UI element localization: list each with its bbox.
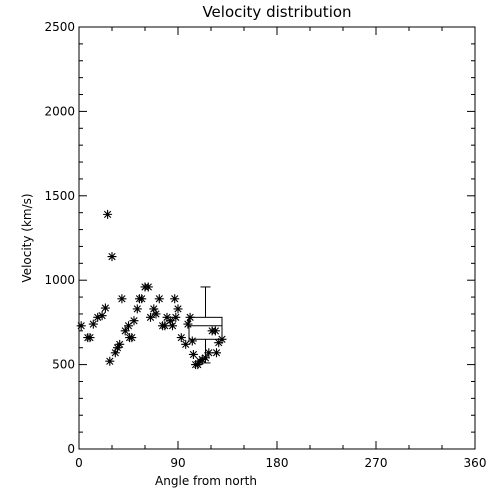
- data-point: [160, 321, 170, 331]
- data-point: [185, 312, 195, 322]
- data-point: [212, 348, 221, 358]
- data-point: [201, 353, 210, 363]
- boxplot: [188, 286, 223, 364]
- y-tick-label: 1000: [44, 273, 75, 287]
- x-tick-label: 0: [75, 456, 83, 470]
- data-point: [132, 304, 142, 314]
- data-point: [76, 321, 86, 331]
- data-point: [97, 311, 107, 321]
- data-point: [168, 321, 177, 331]
- data-point: [188, 349, 198, 359]
- plot-frame: [78, 26, 476, 450]
- data-point: [187, 336, 197, 346]
- data-point: [93, 312, 103, 322]
- x-axis: 0 90 180 270 360: [75, 27, 486, 470]
- data-point: [103, 209, 113, 219]
- data-point: [151, 309, 161, 319]
- y-tick-label: 0: [67, 442, 75, 456]
- data-point: [105, 356, 115, 366]
- data-point: [107, 252, 117, 262]
- y-axis: 0 500 1000 1500 2000 2500: [44, 20, 475, 456]
- data-point: [170, 294, 180, 304]
- data-point: [137, 294, 147, 304]
- data-point: [146, 312, 155, 322]
- data-point: [183, 319, 193, 329]
- data-point: [217, 334, 227, 344]
- data-point: [115, 339, 125, 349]
- data-point: [176, 333, 186, 343]
- data-point: [113, 343, 122, 353]
- x-tick-label: 180: [266, 456, 289, 470]
- data-point: [214, 338, 224, 348]
- data-point: [143, 282, 153, 292]
- data-point: [129, 316, 139, 326]
- data-point: [120, 326, 130, 336]
- data-point: [204, 348, 214, 358]
- x-tick-label: 360: [464, 456, 487, 470]
- data-point: [88, 319, 98, 329]
- chart-title: Velocity distribution: [202, 3, 351, 21]
- y-axis-title: Velocity (km/s): [20, 193, 34, 282]
- boxplot-box: [188, 316, 223, 340]
- data-point: [100, 303, 110, 313]
- data-point: [85, 333, 95, 343]
- data-point: [110, 348, 120, 358]
- x-tick-label: 270: [365, 456, 388, 470]
- data-point: [173, 304, 183, 314]
- x-axis-title: Angle from north: [155, 474, 257, 488]
- data-point: [210, 326, 220, 336]
- y-tick-label: 2500: [44, 20, 75, 34]
- data-points: [76, 209, 227, 370]
- data-point: [124, 321, 133, 331]
- y-tick-label: 2000: [44, 104, 75, 118]
- data-point: [181, 339, 191, 349]
- data-point: [171, 312, 181, 322]
- data-point: [154, 294, 164, 304]
- data-point: [127, 333, 137, 343]
- data-point: [117, 294, 127, 304]
- data-point: [165, 316, 175, 326]
- y-tick-label: 1500: [44, 189, 75, 203]
- data-point: [162, 312, 172, 322]
- x-tick-label: 90: [170, 456, 185, 470]
- data-point: [197, 355, 207, 365]
- y-tick-label: 500: [52, 358, 75, 372]
- data-point: [193, 360, 203, 370]
- data-point: [149, 304, 159, 314]
